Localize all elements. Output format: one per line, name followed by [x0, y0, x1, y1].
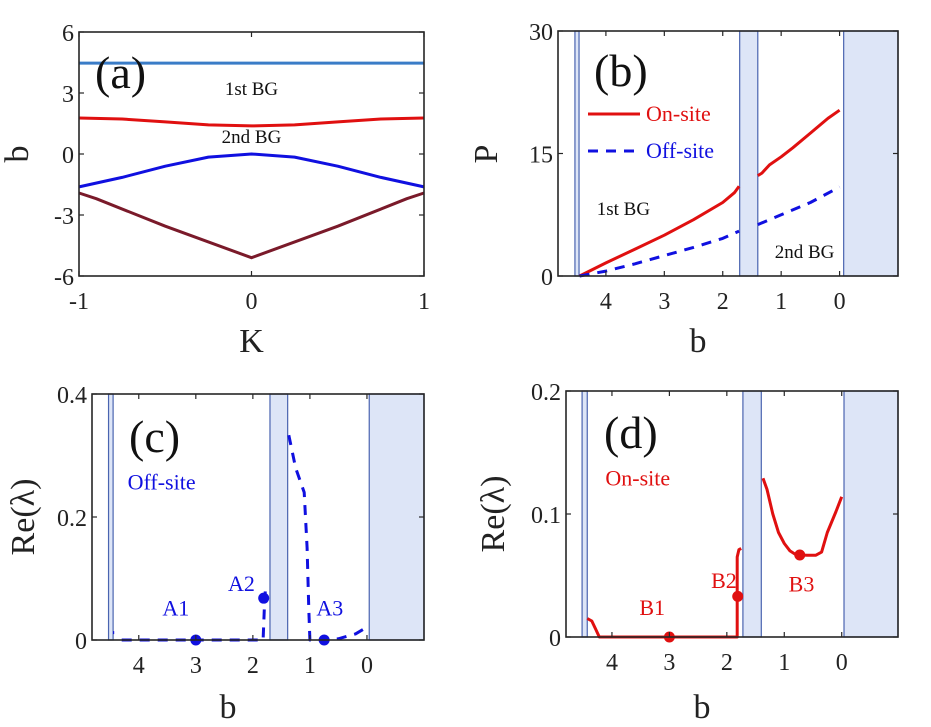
y-axis-label: Re(λ)	[5, 479, 42, 556]
bandgap-region	[107, 393, 114, 641]
y-tick-label: 6	[62, 21, 74, 47]
annotation: On-site	[605, 466, 670, 491]
panel-label: (c)	[129, 411, 180, 462]
legend: On-site Off-site	[588, 101, 714, 163]
y-tick-label: 0	[62, 143, 74, 169]
series-on-site	[757, 108, 841, 177]
series-band-4	[78, 191, 425, 260]
bandgap-region	[368, 393, 425, 641]
bandgap-region	[269, 393, 289, 641]
annotation: 1st BG	[225, 79, 279, 100]
marker-b3	[794, 549, 806, 561]
panel-label: (d)	[604, 407, 658, 458]
y-tick-label: 0	[541, 265, 553, 291]
y-tick-label: 0.1	[531, 503, 561, 529]
y-axis-label: b	[0, 146, 36, 163]
annotation: B1	[639, 595, 665, 620]
x-tick-label: 1	[778, 650, 790, 676]
annotation: A2	[228, 571, 255, 596]
x-tick-label: -1	[69, 289, 89, 315]
panel-a: -1 0 1 -6 -3 0 3 6 Kb (a) 1st BG 2nd BG	[0, 21, 430, 360]
bandgap-region	[742, 390, 762, 638]
annotation: 2nd BG	[775, 242, 835, 263]
panel-label: (b)	[594, 45, 648, 96]
x-axis-label: b	[690, 323, 707, 360]
bandgap-region	[581, 390, 588, 638]
x-tick-label: 1	[304, 653, 316, 679]
x-tick-label: 4	[606, 650, 618, 676]
marker-b2	[732, 590, 744, 602]
plot-area	[558, 31, 898, 276]
annotation: Off-site	[128, 469, 196, 494]
x-axis-label: b	[694, 689, 711, 726]
y-tick-label: 0	[549, 626, 561, 652]
x-tick-label: 2	[717, 289, 729, 315]
y-tick-label: 0.2	[531, 380, 561, 406]
bandgap-region	[574, 30, 580, 277]
annotation: B3	[789, 571, 815, 596]
x-axis-label: K	[239, 323, 264, 360]
marker-a2	[258, 592, 270, 604]
panel-d: 4 3 2 1 0 0 0.1 0.2 b Re(λ) (d) On-site B1 B2 B3	[475, 380, 899, 726]
x-tick-label: 4	[133, 653, 145, 679]
series-off-site	[757, 185, 841, 226]
x-tick-label: 3	[658, 289, 670, 315]
y-tick-label: 0	[75, 629, 87, 655]
y-axis-label: Re(λ)	[475, 476, 512, 553]
x-tick-label: 1	[775, 289, 787, 315]
x-tick-label: 0	[246, 289, 258, 315]
x-tick-label: 0	[361, 653, 373, 679]
plot-area	[566, 391, 898, 637]
y-tick-label: 3	[62, 82, 74, 108]
bandgap-region	[843, 390, 899, 638]
y-tick-label: 15	[529, 143, 553, 169]
x-tick-label: 4	[600, 289, 612, 315]
x-tick-label: 2	[247, 653, 259, 679]
panel-label: (a)	[95, 47, 146, 98]
series-on-site	[578, 185, 741, 278]
panel-c: 4 3 2 1 0 0 0.2 0.4 b Re(λ) (c) Off-site A1 A2 A3	[5, 383, 425, 726]
y-tick-label: 0.4	[57, 383, 87, 409]
panel-b: 4 3 2 1 0 0 15 30 b P (b) 1st BG 2nd BG On-site Off-si…	[468, 20, 899, 360]
series-band-2	[78, 116, 425, 128]
y-tick-label: -3	[54, 204, 74, 230]
x-tick-label: 0	[836, 650, 848, 676]
x-tick-label: 3	[663, 650, 675, 676]
x-axis-label: b	[220, 689, 237, 726]
annotation: B2	[711, 568, 737, 593]
annotation: A3	[316, 595, 343, 620]
y-tick-label: 30	[529, 20, 553, 46]
bandgap-region	[739, 30, 759, 277]
legend-label: On-site	[646, 101, 711, 126]
x-tick-label: 2	[721, 650, 733, 676]
legend-label: Off-site	[646, 138, 714, 163]
series-band-3	[78, 152, 425, 189]
bandgap-region	[843, 30, 899, 277]
annotation: 2nd BG	[222, 127, 282, 148]
annotation: 1st BG	[597, 199, 651, 220]
annotation: A1	[162, 595, 189, 620]
x-tick-label: 1	[418, 289, 430, 315]
x-tick-label: 0	[834, 289, 846, 315]
y-axis-label: P	[468, 145, 505, 164]
y-tick-label: -6	[54, 265, 74, 291]
y-tick-label: 0.2	[57, 506, 87, 532]
x-tick-label: 3	[190, 653, 202, 679]
